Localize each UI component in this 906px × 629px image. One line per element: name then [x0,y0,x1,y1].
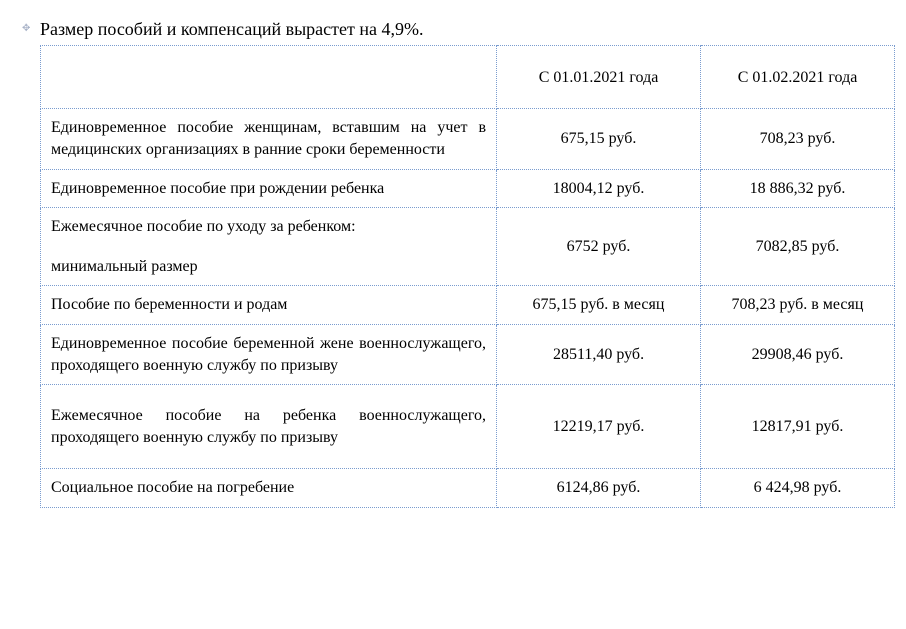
title-row: ✥ Размер пособий и компенсаций вырастет … [18,18,888,41]
benefit-value-1: 18004,12 руб. [497,169,701,208]
benefit-label: Пособие по беременности и родам [41,286,497,325]
benefit-label: Единовременное пособие женщинам, вставши… [41,109,497,169]
benefit-value-2: 18 886,32 руб. [701,169,895,208]
benefit-label: Ежемесячное пособие на ребенка военнослу… [41,385,497,469]
benefit-value-2: 29908,46 руб. [701,324,895,384]
benefit-value-1: 6752 руб. [497,208,701,286]
benefit-value-2: 708,23 руб. [701,109,895,169]
page-title: Размер пособий и компенсаций вырастет на… [40,19,424,39]
benefit-value-1: 675,15 руб. в месяц [497,286,701,325]
header-cell-empty [41,46,497,109]
benefit-value-2: 12817,91 руб. [701,385,895,469]
table-row: Пособие по беременности и родам 675,15 р… [41,286,895,325]
table-row: Ежемесячное пособие на ребенка военнослу… [41,385,895,469]
benefit-value-1: 12219,17 руб. [497,385,701,469]
benefit-value-1: 675,15 руб. [497,109,701,169]
anchor-icon: ✥ [22,24,31,33]
table-header-row: С 01.01.2021 года С 01.02.2021 года [41,46,895,109]
table-row: Единовременное пособие женщинам, вставши… [41,109,895,169]
benefit-label-line2: минимальный размер [51,256,486,278]
table-row: Социальное пособие на погребение 6124,86… [41,469,895,508]
benefit-label: Единовременное пособие беременной жене в… [41,324,497,384]
header-cell-date2: С 01.02.2021 года [701,46,895,109]
table-row: Ежемесячное пособие по уходу за ребенком… [41,208,895,286]
benefit-label: Ежемесячное пособие по уходу за ребенком… [41,208,497,286]
benefit-value-2: 6 424,98 руб. [701,469,895,508]
benefits-table: С 01.01.2021 года С 01.02.2021 года Един… [40,45,895,508]
benefit-label: Единовременное пособие при рождении ребе… [41,169,497,208]
benefit-label: Социальное пособие на погребение [41,469,497,508]
benefit-value-1: 6124,86 руб. [497,469,701,508]
benefit-value-2: 708,23 руб. в месяц [701,286,895,325]
table-row: Единовременное пособие беременной жене в… [41,324,895,384]
benefit-label-line1: Ежемесячное пособие по уходу за ребенком… [51,216,486,238]
table-body: С 01.01.2021 года С 01.02.2021 года Един… [41,46,895,508]
benefit-value-2: 7082,85 руб. [701,208,895,286]
header-cell-date1: С 01.01.2021 года [497,46,701,109]
benefit-value-1: 28511,40 руб. [497,324,701,384]
table-row: Единовременное пособие при рождении ребе… [41,169,895,208]
